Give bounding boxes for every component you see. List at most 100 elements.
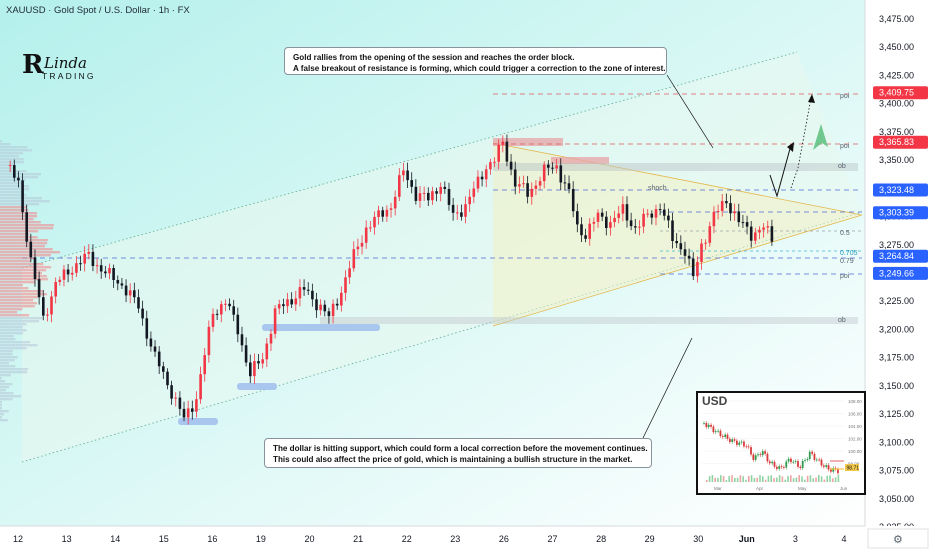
price-candle bbox=[228, 298, 231, 311]
inset-volume-bar bbox=[809, 475, 812, 482]
logo-mark: R bbox=[22, 50, 44, 80]
price-candle bbox=[319, 299, 322, 316]
time-tick-label: 28 bbox=[596, 534, 606, 544]
candle-body bbox=[290, 299, 293, 305]
candle-body bbox=[79, 263, 82, 265]
candle-body bbox=[224, 303, 227, 305]
time-tick-label: 21 bbox=[353, 534, 363, 544]
volume-profile-bar bbox=[0, 413, 5, 416]
inset-volume-bar bbox=[790, 475, 792, 482]
price-candle bbox=[534, 180, 538, 196]
price-candle bbox=[215, 309, 219, 320]
top-annotation-line-2: A false breakout of resistance is formin… bbox=[293, 63, 666, 73]
candle-body bbox=[406, 170, 409, 181]
price-candle bbox=[625, 196, 629, 228]
candle-body bbox=[364, 227, 368, 243]
price-tick-label: 3,125.00 bbox=[879, 409, 914, 419]
candle-body bbox=[592, 221, 596, 224]
price-candle bbox=[120, 278, 124, 289]
price-candle bbox=[629, 212, 633, 231]
candle-body bbox=[398, 175, 401, 197]
inset-volume-bar bbox=[767, 475, 770, 482]
candle-body bbox=[17, 177, 20, 181]
candle-body bbox=[373, 216, 376, 228]
price-candle bbox=[733, 203, 736, 221]
inset-candle-body bbox=[797, 461, 799, 467]
candle-body bbox=[120, 283, 124, 286]
volume-profile-bar bbox=[0, 269, 47, 272]
price-label-tag bbox=[873, 249, 928, 263]
volume-profile-bar bbox=[0, 362, 9, 365]
price-candle bbox=[696, 256, 699, 283]
candle-body bbox=[518, 184, 521, 187]
time-tick-label: 16 bbox=[207, 534, 217, 544]
price-candle bbox=[91, 244, 95, 272]
price-candle bbox=[741, 215, 745, 228]
price-candle bbox=[634, 219, 637, 234]
inset-volume-bar bbox=[826, 475, 828, 482]
candle-body bbox=[654, 209, 658, 218]
level-tag: ob bbox=[838, 163, 846, 170]
candle-body bbox=[658, 209, 662, 211]
inset-x-tick: Mar bbox=[714, 486, 722, 491]
order-block-upper bbox=[493, 163, 858, 171]
price-tick-label: 3,075.00 bbox=[879, 466, 914, 476]
price-candle bbox=[687, 248, 691, 266]
price-candle bbox=[70, 266, 74, 281]
candle-body bbox=[104, 271, 107, 274]
level-tag: poi bbox=[840, 273, 850, 280]
candle-body bbox=[236, 314, 240, 335]
projection-path-solid bbox=[769, 144, 792, 198]
candle-body bbox=[634, 226, 637, 228]
inset-candle-body bbox=[785, 461, 788, 468]
price-tick-label: 3,200.00 bbox=[879, 324, 914, 334]
logo-subtitle: TRADING bbox=[42, 71, 96, 81]
candle-body bbox=[182, 408, 186, 418]
candle-body bbox=[21, 180, 24, 213]
inset-candle-body bbox=[799, 466, 802, 469]
candle-body bbox=[749, 226, 753, 241]
volume-profile-bar bbox=[0, 419, 8, 422]
price-candle bbox=[522, 175, 525, 188]
candle-body bbox=[472, 188, 476, 197]
price-candle bbox=[174, 392, 177, 407]
candle-body bbox=[530, 188, 534, 197]
inset-candle-body bbox=[743, 441, 745, 447]
price-candle bbox=[638, 220, 641, 236]
candle-body bbox=[629, 220, 633, 227]
price-candle bbox=[729, 195, 732, 221]
candle-body bbox=[335, 303, 339, 306]
candle-body bbox=[124, 285, 128, 296]
candle-body bbox=[153, 346, 157, 352]
candle-body bbox=[145, 318, 149, 339]
price-candle bbox=[141, 300, 144, 326]
candle-body bbox=[526, 183, 529, 197]
candle-body bbox=[638, 226, 641, 228]
price-candle bbox=[621, 196, 625, 222]
candle-body bbox=[149, 338, 153, 347]
volume-profile-bar bbox=[0, 350, 13, 353]
price-candle bbox=[439, 182, 442, 202]
time-tick-label: 15 bbox=[159, 534, 169, 544]
candle-body bbox=[42, 297, 45, 316]
volume-profile-bar bbox=[0, 158, 24, 161]
candle-body bbox=[244, 345, 248, 363]
price-candle bbox=[220, 300, 223, 323]
candle-body bbox=[253, 361, 256, 377]
candle-body bbox=[360, 242, 364, 247]
inset-candle-body bbox=[832, 468, 835, 472]
price-candle bbox=[427, 187, 430, 206]
inset-candle-body bbox=[705, 423, 708, 428]
volume-profile-bar bbox=[0, 257, 35, 260]
bottom-annotation-callout: The dollar is hitting support, which cou… bbox=[264, 438, 652, 468]
inset-candle-body bbox=[714, 431, 717, 433]
price-candle bbox=[683, 241, 687, 264]
inset-y-tick: 100.00 bbox=[848, 449, 862, 454]
price-candle bbox=[277, 299, 281, 315]
inset-candle-body bbox=[707, 424, 710, 428]
price-candle bbox=[555, 159, 558, 174]
price-candle bbox=[124, 279, 128, 303]
price-candle bbox=[249, 354, 252, 384]
candle-body bbox=[340, 292, 343, 306]
